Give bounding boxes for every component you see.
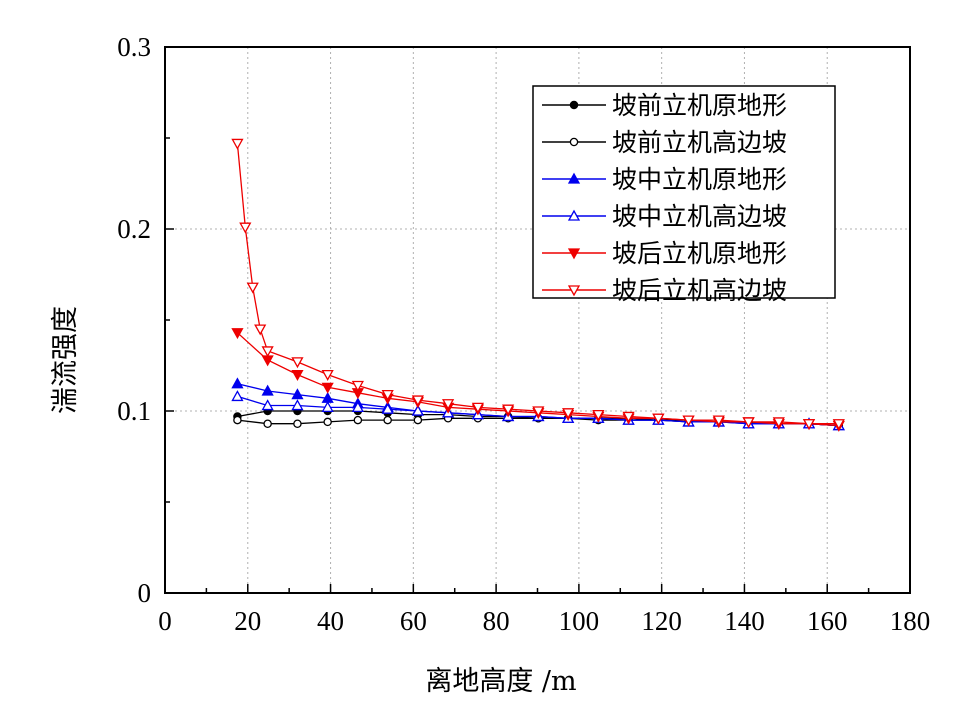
data-point <box>321 401 334 413</box>
data-point <box>291 399 304 411</box>
x-axis-title: 离地高度 /m <box>425 666 576 697</box>
y-tick-label: 0.2 <box>117 214 151 244</box>
legend-item: 坡后立机高边坡 <box>542 276 787 305</box>
data-point <box>742 417 755 429</box>
legend-label: 坡前立机高边坡 <box>612 128 787 157</box>
legend-box <box>532 85 836 299</box>
data-point <box>231 377 244 389</box>
legend-label: 坡中立机原地形 <box>612 165 787 194</box>
x-tick-label: 40 <box>317 606 344 636</box>
data-point <box>652 413 665 425</box>
legend: 坡前立机原地形坡前立机高边坡坡中立机原地形坡中立机高边坡坡后立机原地形坡后立机高… <box>532 85 836 305</box>
x-tick-label: 180 <box>890 606 931 636</box>
legend-marker <box>569 100 579 110</box>
legend-item: 坡后立机原地形 <box>542 239 787 268</box>
data-point <box>353 415 363 425</box>
data-point <box>411 404 424 416</box>
y-tick-labels: 0 0.1 0.2 0.3 <box>117 32 151 608</box>
data-point <box>562 408 575 420</box>
y-axis-title: 湍流强度 <box>50 306 81 414</box>
legend-marker <box>567 248 581 260</box>
legend-label: 坡中立机高边坡 <box>612 202 787 231</box>
data-point <box>381 402 394 414</box>
data-point <box>254 324 267 336</box>
legend-label: 坡后立机原地形 <box>612 239 787 268</box>
data-point <box>261 384 274 396</box>
x-tick-label: 20 <box>234 606 261 636</box>
data-point <box>413 415 423 425</box>
legend-item: 坡前立机原地形 <box>542 91 787 120</box>
x-tick-label: 100 <box>559 606 600 636</box>
x-tick-label: 80 <box>483 606 510 636</box>
data-point <box>383 415 392 425</box>
y-tick-label: 0 <box>138 578 152 608</box>
data-point <box>411 395 424 407</box>
x-tick-label: 120 <box>641 606 682 636</box>
legend-item: 坡中立机原地形 <box>542 165 787 194</box>
legend-item: 坡前立机高边坡 <box>542 128 787 157</box>
x-tick-label: 140 <box>724 606 765 636</box>
legend-label: 坡后立机高边坡 <box>612 276 787 305</box>
data-point <box>233 415 242 425</box>
legend-marker <box>567 285 581 297</box>
data-point <box>261 346 274 358</box>
legend-item: 坡中立机高边坡 <box>542 202 787 231</box>
data-point <box>351 401 364 413</box>
data-point <box>351 380 364 392</box>
data-point <box>832 419 845 431</box>
y-tick-label: 0.3 <box>117 32 151 62</box>
data-point <box>231 138 244 150</box>
data-point <box>532 406 545 418</box>
data-point <box>246 282 259 294</box>
data-point <box>321 382 334 394</box>
legend-marker <box>569 137 579 147</box>
data-point <box>291 369 304 381</box>
data-point <box>261 355 274 367</box>
data-point <box>682 415 695 427</box>
data-point <box>381 389 394 401</box>
data-point <box>592 409 605 421</box>
series-6 <box>231 138 845 431</box>
data-point <box>239 222 252 234</box>
data-point <box>231 390 244 402</box>
data-point <box>802 419 816 431</box>
data-point <box>291 357 304 369</box>
legend-marker <box>567 172 581 184</box>
x-tick-label: 0 <box>158 606 172 636</box>
data-point <box>291 388 304 400</box>
data-point <box>261 399 274 411</box>
data-point <box>231 328 244 340</box>
data-point <box>441 399 455 411</box>
data-point <box>323 417 332 427</box>
data-point <box>321 369 334 381</box>
legend-label: 坡前立机原地形 <box>612 91 787 120</box>
axis-ticks <box>164 46 911 594</box>
data-point <box>712 415 725 427</box>
data-point <box>293 419 302 428</box>
data-point <box>471 402 485 414</box>
x-tick-label: 160 <box>807 606 848 636</box>
data-point <box>263 419 272 428</box>
data-point <box>502 404 515 416</box>
legend-marker <box>567 209 581 221</box>
data-point <box>772 417 785 429</box>
y-tick-label: 0.1 <box>117 396 151 426</box>
x-tick-labels: 0 20 40 60 80 100 120 140 160 180 <box>158 606 930 636</box>
data-point <box>622 411 635 423</box>
x-tick-label: 60 <box>400 606 427 636</box>
series-layer <box>231 138 845 432</box>
